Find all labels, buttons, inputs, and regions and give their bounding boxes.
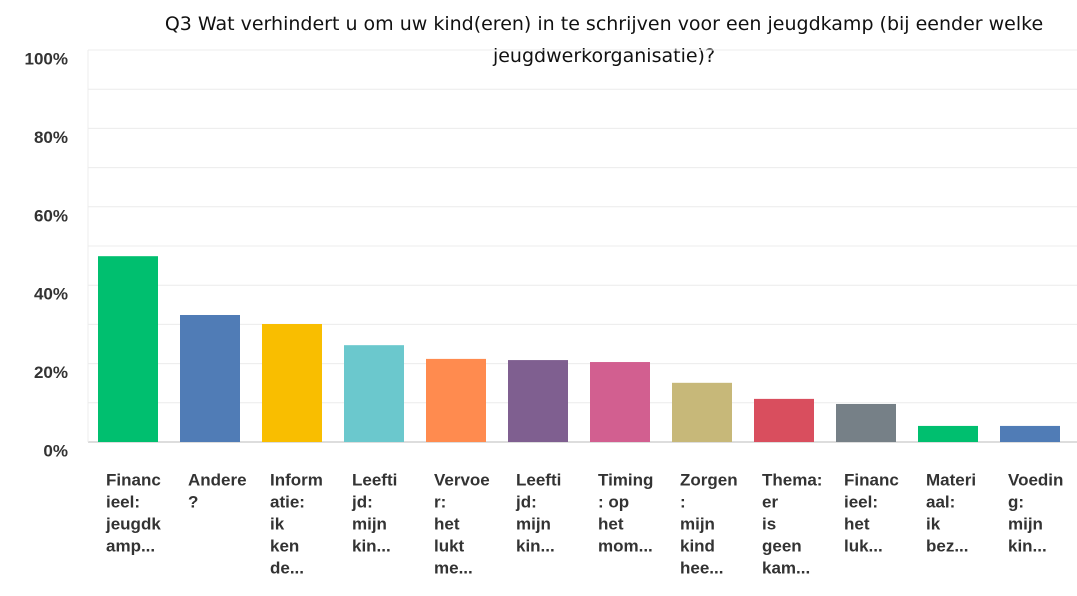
- x-tick-label: ieel:: [844, 492, 878, 511]
- x-tick-label: Inform: [270, 470, 323, 489]
- x-tick-label: Thema:: [762, 470, 822, 489]
- x-tick-label: :: [680, 492, 686, 511]
- x-tick-label: bez...: [926, 536, 969, 555]
- y-tick-label: 40%: [34, 285, 68, 304]
- bar: [262, 324, 322, 442]
- x-tick-label: g:: [1008, 492, 1024, 511]
- bar: [672, 382, 732, 442]
- bar: [754, 398, 814, 442]
- y-tick-label: 80%: [34, 128, 68, 147]
- x-tick-label: lukt: [434, 536, 465, 555]
- x-tick-label: r:: [434, 492, 446, 511]
- x-tick-label: de...: [270, 558, 304, 577]
- x-tick-label: Financ: [106, 470, 161, 489]
- x-tick-label: Zorgen: [680, 470, 738, 489]
- x-tick-label: het: [598, 514, 624, 533]
- x-tick-label: luk...: [844, 536, 883, 555]
- x-tick-label: Vervoe: [434, 470, 490, 489]
- x-tick-label: mijn: [516, 514, 551, 533]
- x-tick-label: ken: [270, 536, 299, 555]
- bar: [836, 403, 896, 442]
- x-tick-label: mijn: [1008, 514, 1043, 533]
- x-tick-label: kin...: [516, 536, 555, 555]
- x-tick-label: ieel:: [106, 492, 140, 511]
- y-tick-label: 100%: [25, 49, 68, 68]
- x-tick-label: is: [762, 514, 776, 533]
- x-tick-label: Andere: [188, 470, 247, 489]
- x-tick-label: Materi: [926, 470, 976, 489]
- y-tick-label: 0%: [43, 441, 68, 460]
- bar: [590, 362, 650, 442]
- x-tick-label: mijn: [680, 514, 715, 533]
- x-tick-label: aal:: [926, 492, 955, 511]
- x-tick-label: mijn: [352, 514, 387, 533]
- x-tick-label: Leefti: [516, 470, 561, 489]
- x-tick-label: kin...: [352, 536, 391, 555]
- x-tick-label: amp...: [106, 536, 155, 555]
- bar: [508, 360, 568, 442]
- x-tick-label: Financ: [844, 470, 899, 489]
- x-tick-label: Leefti: [352, 470, 397, 489]
- x-tick-label: jeugdk: [105, 514, 161, 533]
- bar: [426, 358, 486, 442]
- x-tick-label: Timing: [598, 470, 653, 489]
- x-tick-label: mom...: [598, 536, 653, 555]
- bar: [344, 345, 404, 442]
- x-tick-label: het: [844, 514, 870, 533]
- x-tick-label: ?: [188, 492, 198, 511]
- x-tick-label: ik: [270, 514, 285, 533]
- bar: [180, 314, 240, 442]
- y-tick-label: 20%: [34, 363, 68, 382]
- x-tick-label: hee...: [680, 558, 723, 577]
- x-tick-label: jd:: [351, 492, 373, 511]
- bar: [98, 256, 158, 442]
- x-tick-label: Voedin: [1008, 470, 1063, 489]
- x-tick-label: jd:: [515, 492, 537, 511]
- x-tick-label: kam...: [762, 558, 810, 577]
- bar: [918, 425, 978, 442]
- x-tick-label: atie:: [270, 492, 305, 511]
- x-tick-label: kind: [680, 536, 715, 555]
- x-tick-label: kin...: [1008, 536, 1047, 555]
- x-tick-label: het: [434, 514, 460, 533]
- x-tick-label: er: [762, 492, 778, 511]
- x-tick-label: me...: [434, 558, 473, 577]
- x-tick-label: ik: [926, 514, 941, 533]
- y-tick-label: 60%: [34, 206, 68, 225]
- x-tick-label: geen: [762, 536, 802, 555]
- bar: [1000, 425, 1060, 442]
- x-tick-label: : op: [598, 492, 629, 511]
